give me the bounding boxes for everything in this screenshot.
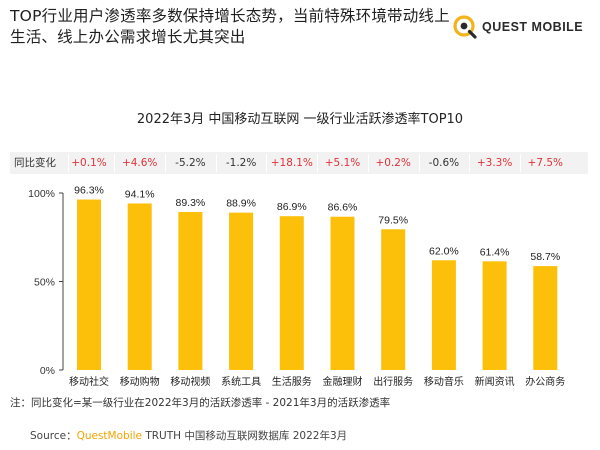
bar bbox=[533, 266, 558, 370]
yoy-change-value: +4.6% bbox=[121, 157, 158, 169]
yoy-change-row: 同比变化 +0.1% +4.6% -5.2% -1.2% +18.1% +5.1% +0.2… bbox=[10, 152, 588, 174]
yoy-change-value: +0.1% bbox=[71, 157, 107, 169]
change-separator bbox=[114, 154, 116, 172]
data-label: 61.4% bbox=[480, 246, 510, 258]
yoy-change-value: +0.2% bbox=[375, 157, 411, 169]
change-separator bbox=[165, 154, 167, 172]
source-line: Source：QuestMobile TRUTH 中国移动互联网数据库 2022… bbox=[30, 428, 347, 443]
yoy-change-value: +18.1% bbox=[270, 157, 313, 169]
data-label: 89.3% bbox=[176, 197, 206, 209]
source-rest: TRUTH 中国移动互联网数据库 2022年3月 bbox=[142, 430, 348, 442]
data-label: 86.9% bbox=[277, 201, 307, 213]
y-tick-label: 50% bbox=[34, 277, 55, 289]
x-tick-label: 新闻资讯 bbox=[475, 375, 515, 388]
x-tick-label: 移动视频 bbox=[170, 375, 210, 388]
yoy-change-value: -1.2% bbox=[225, 157, 257, 169]
yoy-change-value: -5.2% bbox=[175, 157, 206, 169]
yoy-change-label: 同比变化 bbox=[14, 157, 56, 169]
yoy-change-value: -0.6% bbox=[428, 157, 460, 169]
bar bbox=[330, 216, 355, 370]
bar bbox=[482, 261, 507, 370]
data-label: 79.5% bbox=[378, 214, 408, 226]
bar bbox=[77, 199, 101, 370]
change-separator bbox=[68, 154, 69, 172]
bar bbox=[127, 203, 152, 370]
y-tick-label: 0% bbox=[40, 365, 55, 377]
yoy-change-value: +3.3% bbox=[476, 157, 513, 169]
bar bbox=[229, 212, 254, 370]
bar bbox=[279, 216, 304, 370]
change-separator bbox=[317, 154, 319, 172]
x-tick-label: 办公商务 bbox=[525, 375, 565, 388]
bar bbox=[178, 211, 203, 370]
y-tick-label: 100% bbox=[28, 188, 55, 200]
change-separator bbox=[367, 154, 369, 172]
x-tick-label: 移动社交 bbox=[69, 375, 109, 388]
yoy-change-value: +7.5% bbox=[527, 157, 564, 169]
footnote: 注：同比变化=某一级行业在2022年3月的活跃渗透率 - 2021年3月的活跃渗… bbox=[10, 397, 391, 409]
x-tick-label: 出行服务 bbox=[373, 375, 413, 388]
brand-logo-icon bbox=[453, 15, 477, 39]
brand-name: QUEST MOBILE bbox=[482, 20, 584, 34]
data-label: 96.3% bbox=[74, 185, 104, 197]
data-label: 58.7% bbox=[530, 251, 560, 263]
bar bbox=[431, 260, 456, 370]
bar bbox=[381, 229, 406, 370]
x-tick-label: 系统工具 bbox=[221, 375, 261, 388]
chart-title: 2022年3月 中国移动互联网 一级行业活跃渗透率TOP10 bbox=[136, 112, 464, 127]
x-tick-label: 金融理财 bbox=[323, 375, 363, 388]
data-label: 62.0% bbox=[429, 245, 459, 257]
source-brand: QuestMobile bbox=[76, 430, 142, 442]
source-prefix: Source： bbox=[30, 430, 77, 442]
data-label: 88.9% bbox=[226, 198, 256, 210]
x-tick-label: 移动购物 bbox=[120, 375, 160, 388]
change-separator bbox=[418, 154, 420, 172]
change-separator bbox=[519, 154, 521, 172]
data-label: 86.6% bbox=[328, 202, 358, 214]
brand-logo: QUEST MOBILE bbox=[452, 14, 583, 40]
page-headline: TOP行业用户渗透率多数保持增长态势，当前特殊环境带动线上生活、线上办公需求增长… bbox=[10, 7, 450, 46]
x-tick-label: 生活服务 bbox=[272, 375, 312, 388]
change-separator bbox=[469, 154, 471, 172]
x-tick-label: 移动音乐 bbox=[424, 375, 464, 388]
yoy-change-value: +5.1% bbox=[324, 157, 361, 169]
change-separator bbox=[266, 154, 268, 172]
change-separator bbox=[215, 154, 217, 172]
data-label: 94.1% bbox=[125, 188, 155, 200]
